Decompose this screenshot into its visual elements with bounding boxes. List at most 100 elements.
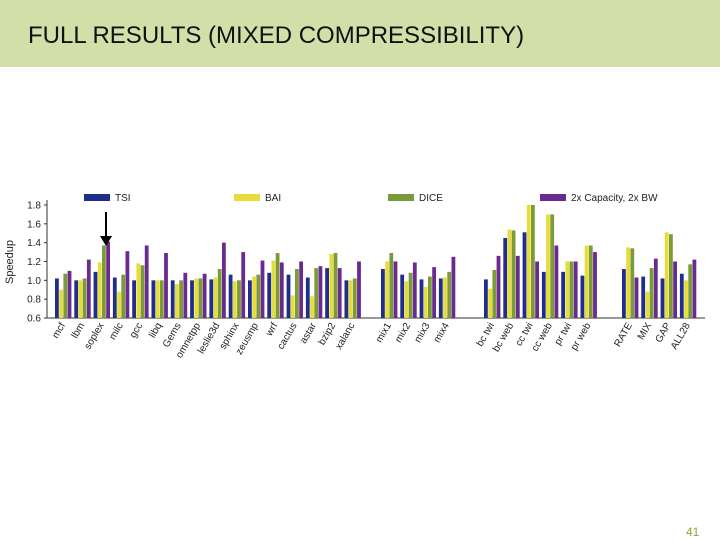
bar-rate-s2 bbox=[630, 248, 635, 318]
bar-gap-s2 bbox=[669, 234, 673, 318]
bar-bc-twi-s1 bbox=[488, 288, 492, 318]
bar-mix1-s0 bbox=[381, 269, 385, 318]
bar-gcc-s2 bbox=[140, 265, 145, 318]
y-tick-label: 0.8 bbox=[27, 295, 41, 306]
y-tick-label: 1.2 bbox=[27, 257, 41, 268]
x-tick-label: milc bbox=[107, 321, 125, 342]
bar-lbm-s3 bbox=[86, 259, 91, 318]
x-tick-label: ALL28 bbox=[669, 321, 693, 352]
bar-bc-twi-s3 bbox=[496, 255, 501, 318]
bar-omnetpp-s3 bbox=[202, 273, 207, 318]
bar-mcf-s1 bbox=[59, 289, 63, 318]
bar-gcc-s3 bbox=[144, 245, 149, 318]
x-tick-label: mcf bbox=[50, 321, 68, 341]
x-tick-label: xalanc bbox=[334, 321, 358, 352]
bar-cc-web-s0 bbox=[541, 271, 546, 318]
legend-swatch bbox=[540, 194, 566, 201]
y-tick-label: 1.6 bbox=[27, 219, 41, 230]
bar-bzip2-s3 bbox=[337, 268, 342, 318]
x-tick-label: RATE bbox=[613, 321, 636, 349]
bar-bc-twi-s2 bbox=[492, 269, 497, 318]
bar-xalanc-s2 bbox=[352, 278, 357, 318]
y-axis-label: Speedup bbox=[4, 240, 16, 284]
bar-milc-s1 bbox=[117, 291, 121, 318]
legend-label: 2x Capacity, 2x BW bbox=[571, 193, 658, 204]
legend-swatch bbox=[388, 194, 414, 201]
bar-gems-s0 bbox=[170, 280, 175, 318]
title-bar: FULL RESULTS (MIXED COMPRESSIBILITY) bbox=[0, 0, 720, 67]
bar-pr-web-s0 bbox=[580, 275, 585, 318]
bar-gcc-s1 bbox=[136, 263, 141, 318]
bar-pr-web-s1 bbox=[584, 245, 589, 318]
arrow-head-icon bbox=[100, 236, 112, 246]
bar-cc-twi-s1 bbox=[526, 205, 531, 318]
arrow-annotation bbox=[100, 212, 112, 246]
bar-mix4-s1 bbox=[443, 277, 447, 318]
bar-zeusmp-s3 bbox=[260, 260, 265, 318]
bar-cactus-s2 bbox=[295, 269, 299, 318]
legend-swatch bbox=[84, 194, 110, 201]
bar-sphinx-s2 bbox=[237, 280, 241, 318]
bar-soplex-s1 bbox=[97, 262, 102, 318]
bar-mix1-s3 bbox=[393, 261, 398, 318]
bar-mix2-s3 bbox=[412, 262, 417, 318]
bar-zeusmp-s0 bbox=[248, 280, 252, 318]
bar-cc-web-s1 bbox=[546, 214, 550, 318]
page-number: 41 bbox=[686, 525, 700, 539]
bar-mcf-s0 bbox=[55, 278, 59, 318]
bar-mix3-s3 bbox=[432, 267, 436, 318]
legend-swatch bbox=[234, 194, 260, 201]
bar-libq-s3 bbox=[164, 253, 168, 318]
bar-sphinx-s0 bbox=[228, 274, 233, 318]
bar-gems-s3 bbox=[183, 272, 188, 318]
legend-label: DICE bbox=[419, 193, 443, 204]
bar-cactus-s0 bbox=[286, 274, 291, 318]
y-tick-label: 1.4 bbox=[27, 238, 41, 249]
slide-title: FULL RESULTS (MIXED COMPRESSIBILITY) bbox=[28, 22, 525, 49]
bar-libq-s2 bbox=[159, 280, 164, 318]
bar-wrf-s0 bbox=[267, 272, 272, 318]
bar-pr-web-s2 bbox=[588, 245, 593, 318]
bar-libq-s1 bbox=[155, 280, 160, 318]
bar-mix-s3 bbox=[653, 258, 658, 318]
bar-mix3-s0 bbox=[419, 279, 424, 318]
bar-leslie3d-s2 bbox=[217, 269, 222, 318]
bar-mix3-s1 bbox=[423, 286, 428, 318]
bar-astar-s1 bbox=[310, 296, 314, 318]
bar-mix4-s0 bbox=[438, 278, 443, 318]
x-tick-label: gcc bbox=[128, 321, 145, 340]
bar-mix2-s2 bbox=[408, 272, 413, 318]
x-tick-label: mix3 bbox=[413, 321, 433, 345]
legend-label: TSI bbox=[115, 193, 131, 204]
bar-cc-twi-s3 bbox=[535, 261, 539, 318]
bar-gap-s1 bbox=[664, 232, 669, 318]
x-tick-label: pr web bbox=[569, 321, 594, 353]
bar-gems-s2 bbox=[179, 280, 183, 318]
bar-cactus-s3 bbox=[299, 261, 303, 318]
bar-mix1-s1 bbox=[385, 261, 389, 318]
x-tick-label: mix1 bbox=[374, 321, 394, 345]
bar-gap-s3 bbox=[673, 261, 677, 318]
bar-astar-s2 bbox=[314, 268, 319, 318]
bar-bc-web-s1 bbox=[507, 229, 512, 318]
bar-rate-s1 bbox=[626, 247, 630, 318]
bar-rate-s3 bbox=[634, 277, 639, 318]
bar-sphinx-s3 bbox=[241, 252, 246, 318]
bar-gems-s1 bbox=[175, 284, 179, 318]
bar-pr-twi-s0 bbox=[561, 271, 565, 318]
bar-leslie3d-s0 bbox=[209, 279, 214, 318]
legend-label: BAI bbox=[265, 193, 281, 204]
bar-cc-web-s2 bbox=[550, 214, 555, 318]
bar-xalanc-s0 bbox=[344, 280, 349, 318]
bar-soplex-s3 bbox=[106, 241, 110, 318]
bar-mix-s0 bbox=[641, 276, 646, 318]
bar-pr-twi-s1 bbox=[565, 261, 570, 318]
bar-leslie3d-s3 bbox=[222, 242, 226, 318]
bar-mix3-s2 bbox=[428, 276, 432, 318]
bar-cc-web-s3 bbox=[554, 245, 559, 318]
bar-all28-s2 bbox=[688, 264, 693, 318]
bar-bc-web-s2 bbox=[511, 230, 516, 318]
y-tick-label: 1.0 bbox=[27, 276, 41, 287]
bar-omnetpp-s0 bbox=[190, 280, 194, 318]
x-tick-label: mix4 bbox=[432, 321, 452, 345]
